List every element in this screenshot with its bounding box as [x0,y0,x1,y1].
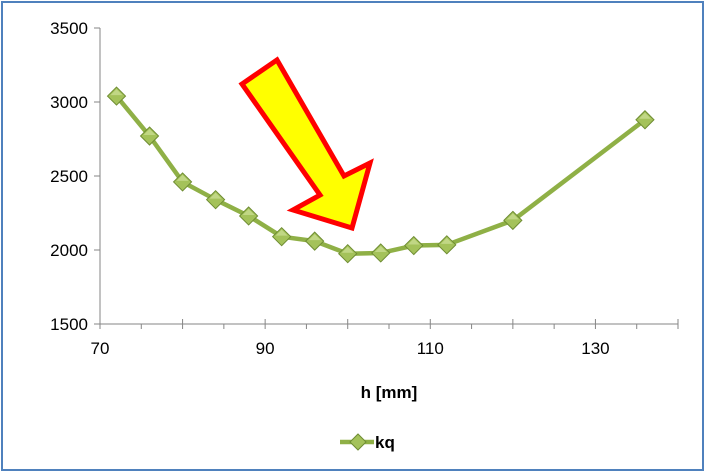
data-point-highlight [110,89,123,96]
y-tick-label: 1500 [50,315,88,334]
chart-axes [99,28,678,325]
series-line-kq [114,94,647,256]
data-point [106,86,127,106]
data-point-highlight [407,238,420,245]
data-point [635,110,655,130]
legend-marker [349,433,367,451]
data-point [238,206,259,226]
data-point [271,226,292,247]
data-point-highlight [440,237,453,244]
y-tick-label: 3500 [50,19,88,38]
y-tick-label: 3000 [50,93,88,112]
x-tick-label: 70 [91,339,110,358]
data-point-highlight [374,245,387,252]
x-tick-label: 90 [256,339,275,358]
data-point-highlight [209,192,222,199]
data-point-highlight [242,208,255,215]
data-point-highlight [176,174,189,181]
data-point [503,210,523,231]
legend: kq [340,433,395,452]
legend-label: kq [375,433,395,452]
data-point [172,172,193,192]
data-point [371,243,391,263]
x-tick-label: 130 [581,339,609,358]
x-tick-label: 110 [417,339,444,358]
y-tick-label: 2500 [50,167,88,186]
data-point [304,231,325,251]
y-tick-label: 2000 [50,241,88,260]
chart-annotation-layer [238,56,374,232]
data-point-highlight [143,129,156,136]
chart-ticks: 1500 2000 2500 3000 3500 70 90 110 130 [50,19,679,358]
chart-series-layer [106,86,655,264]
data-point [437,235,457,255]
data-point-highlight [275,229,288,236]
data-point-highlight [341,246,354,253]
annotation-arrow [238,56,374,232]
data-point [338,243,358,264]
data-point [139,126,160,146]
data-point-highlight [506,213,519,220]
data-point [404,235,424,256]
data-point-highlight [638,112,651,119]
data-point [205,189,226,210]
data-point-highlight [308,234,321,241]
x-axis-title: h [mm] [361,383,418,402]
